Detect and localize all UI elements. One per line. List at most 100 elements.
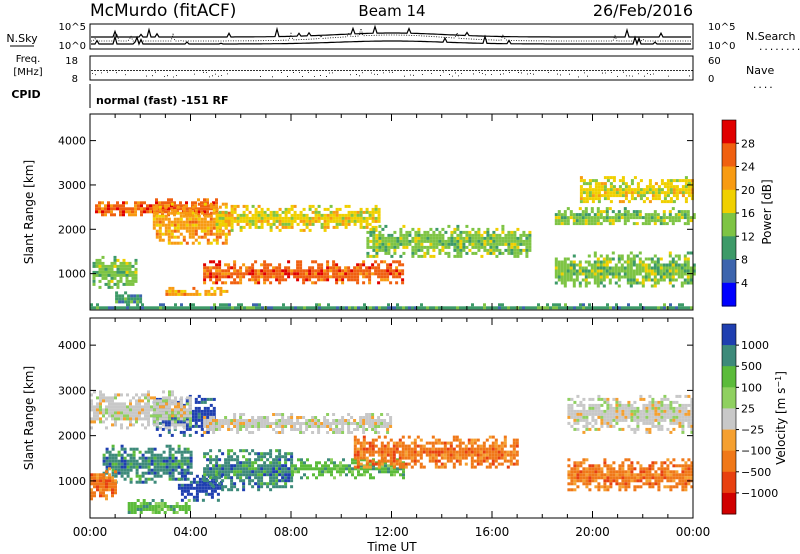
heatmap-cell	[393, 245, 397, 249]
heatmap-cell	[207, 492, 211, 496]
heatmap-cell	[197, 202, 201, 206]
heatmap-cell	[272, 269, 276, 273]
heatmap-cell	[242, 485, 246, 489]
heatmap-cell	[477, 236, 481, 240]
heatmap-cell	[260, 476, 264, 480]
heatmap-cell	[198, 292, 202, 296]
heatmap-cell	[348, 467, 351, 471]
heatmap-cell	[290, 479, 294, 483]
heatmap-cell	[209, 266, 213, 270]
heatmap-cell	[507, 251, 511, 255]
heatmap-cell	[657, 191, 661, 195]
heatmap-cell	[302, 228, 306, 232]
heatmap-cell	[132, 306, 135, 310]
heatmap-cell	[528, 242, 532, 246]
heatmap-cell	[239, 219, 243, 223]
heatmap-cell	[173, 229, 177, 233]
heatmap-cell	[386, 428, 390, 431]
heatmap-cell	[135, 474, 139, 478]
heatmap-cell	[692, 266, 696, 270]
heatmap-cell	[162, 468, 166, 472]
heatmap-cell	[183, 477, 187, 481]
heatmap-cell	[206, 204, 209, 208]
heatmap-cell	[99, 393, 102, 397]
heatmap-cell	[203, 229, 207, 233]
heatmap-cell	[98, 279, 102, 283]
heatmap-cell	[224, 476, 228, 480]
heatmap-cell	[660, 188, 664, 192]
heatmap-cell	[111, 411, 114, 415]
heatmap-cell	[260, 467, 264, 471]
heatmap-cell	[675, 306, 678, 310]
heatmap-cell	[468, 306, 471, 310]
heatmap-cell	[203, 281, 207, 285]
heatmap-cell	[374, 266, 378, 270]
heatmap-cell	[431, 453, 435, 457]
heatmap-cell	[111, 453, 115, 457]
heatmap-cell	[299, 275, 303, 279]
heatmap-cell	[254, 281, 258, 285]
heatmap-cell	[212, 473, 216, 477]
heatmap-cell	[278, 213, 282, 217]
heatmap-cell	[134, 210, 137, 214]
heatmap-cell	[606, 197, 610, 201]
heatmap-cell	[491, 456, 495, 460]
heatmap-cell	[107, 273, 111, 277]
heatmap-cell	[98, 270, 102, 274]
heatmap-cell	[161, 204, 164, 208]
heatmap-cell	[174, 289, 178, 293]
heatmap-cell	[96, 411, 99, 415]
heatmap-cell	[335, 272, 339, 276]
heatmap-cell	[326, 275, 330, 279]
heatmap-cell	[260, 269, 264, 273]
heatmap-cell	[102, 393, 105, 397]
heatmap-cell	[350, 213, 354, 217]
heatmap-cell	[269, 216, 273, 220]
heatmap-cell	[177, 477, 181, 481]
heatmap-cell	[135, 447, 139, 451]
heatmap-cell	[236, 275, 240, 279]
heatmap-cell	[134, 276, 138, 280]
colorbar-tick-label: 28	[741, 137, 755, 150]
heatmap-cell	[210, 286, 214, 290]
heatmap-cell	[132, 453, 136, 457]
colorbar-tick-label: 16	[741, 207, 755, 220]
heatmap-cell	[290, 272, 294, 276]
heatmap-cell	[546, 306, 549, 310]
heatmap-cell	[117, 402, 120, 406]
heatmap-cell	[632, 281, 636, 285]
heatmap-cell	[432, 306, 435, 310]
heatmap-cell	[582, 179, 586, 183]
heatmap-cell	[494, 450, 498, 454]
heatmap-cell	[401, 269, 405, 273]
heatmap-cell	[368, 216, 372, 220]
heatmap-cell	[165, 405, 168, 409]
heatmap-cell	[281, 425, 285, 428]
heatmap-cell	[248, 467, 252, 471]
heatmap-cell	[672, 200, 676, 204]
heatmap-cell	[491, 447, 495, 451]
heatmap-cell	[275, 473, 279, 477]
heatmap-cell	[221, 216, 225, 220]
heatmap-cell	[245, 269, 249, 273]
heatmap-cell	[498, 233, 502, 237]
heatmap-cell	[233, 458, 237, 462]
heatmap-cell	[99, 408, 102, 412]
heatmap-cell	[204, 492, 208, 496]
heatmap-cell	[245, 449, 249, 453]
heatmap-cell	[260, 470, 264, 474]
heatmap-cell	[120, 393, 123, 397]
heatmap-cell	[260, 473, 264, 477]
heatmap-cell	[245, 216, 249, 220]
heatmap-cell	[563, 222, 567, 226]
heatmap-cell	[383, 275, 387, 279]
heatmap-cell	[353, 438, 357, 442]
heatmap-cell	[173, 208, 177, 212]
heatmap-cell	[278, 431, 282, 434]
heatmap-cell	[359, 444, 363, 448]
heatmap-cell	[680, 263, 684, 267]
heatmap-cell	[653, 216, 657, 220]
heatmap-cell	[357, 306, 360, 310]
heatmap-cell	[257, 464, 261, 468]
heatmap-cell	[687, 194, 691, 198]
